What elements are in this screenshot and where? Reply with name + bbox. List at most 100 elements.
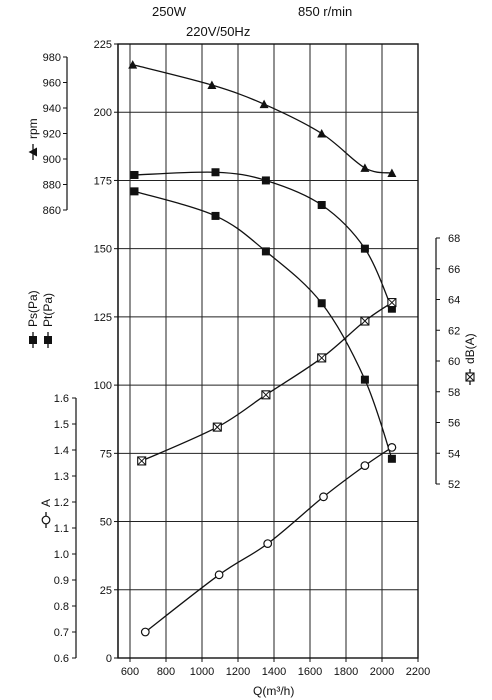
current-axis-label: A — [39, 499, 53, 528]
rpm-tick-label: 900 — [43, 154, 61, 166]
speed-label: 850 r/min — [298, 4, 352, 19]
rpm-tick-label: 980 — [43, 52, 61, 64]
current-points — [140, 443, 397, 637]
chart-header: 250W 220V/50Hz 850 r/min — [152, 4, 352, 39]
boxed-x-marker — [360, 316, 370, 326]
circle-marker — [387, 443, 397, 452]
markers — [128, 60, 397, 637]
noise-tick-label: 54 — [448, 448, 460, 460]
circle-marker — [263, 539, 273, 548]
noise-tick-label: 62 — [448, 325, 460, 337]
ps-axis-label: Ps(Pa) — [26, 290, 40, 348]
current-axis: 0.6 0.7 0.8 0.9 1.0 1.1 1.2 1.3 1.4 1.5 1.6 — [54, 393, 77, 665]
ps-points — [130, 187, 396, 463]
x-tick-label: 1200 — [226, 666, 250, 678]
triangle-marker — [259, 99, 269, 109]
rpm-points — [128, 60, 397, 178]
x-axis: 600 800 1000 1200 1400 1600 1800 2000 2200 — [121, 658, 430, 678]
square-marker — [387, 454, 396, 463]
boxed-x-marker — [465, 372, 475, 382]
pt-points — [130, 168, 396, 313]
triangle-marker — [360, 163, 370, 172]
boxed-x-cross — [360, 316, 370, 326]
pressure-tick-label: 50 — [100, 517, 112, 529]
rpm-tick-label: 940 — [43, 103, 61, 115]
pressure-axis: 0 25 50 75 100 125 150 175 200 225 — [94, 39, 119, 665]
triangle-marker — [207, 80, 217, 90]
pressure-tick-label: 25 — [100, 585, 112, 597]
triangle-marker — [317, 129, 327, 138]
grid — [118, 44, 418, 658]
triangle-marker — [128, 60, 138, 69]
x-axis-label: Q(m³/h) — [253, 684, 294, 698]
pressure-tick-label: 150 — [94, 244, 112, 256]
power-label: 250W — [152, 4, 187, 19]
pressure-tick-label: 75 — [100, 448, 112, 460]
rpm-axis-label: rpm — [26, 118, 40, 160]
legend-text: dB(A) — [463, 333, 477, 364]
plot-frame — [117, 43, 419, 659]
circle-marker — [360, 461, 370, 471]
x-tick-label: 2000 — [370, 666, 394, 678]
square-marker — [261, 176, 270, 185]
boxed-x-marker — [137, 456, 147, 466]
current-tick-label: 1.1 — [54, 523, 69, 535]
voltage-label: 220V/50Hz — [186, 24, 250, 39]
legend-text: Ps(Pa) — [26, 290, 40, 327]
noise-axis-label: dB(A) — [463, 333, 477, 385]
boxed-x-marker — [317, 353, 327, 363]
pressure-tick-label: 175 — [94, 175, 112, 187]
boxed-x-marker — [212, 422, 222, 432]
triangle-marker — [28, 147, 37, 157]
current-tick-label: 0.6 — [54, 653, 69, 665]
legend-text: A — [39, 499, 53, 507]
pressure-tick-label: 125 — [94, 312, 112, 324]
x-tick-label: 1800 — [334, 666, 358, 678]
pressure-tick-label: 200 — [94, 107, 112, 119]
x-tick-label: 1600 — [298, 666, 322, 678]
noise-tick-label: 52 — [448, 479, 460, 491]
x-tick-label: 1000 — [190, 666, 214, 678]
square-marker — [360, 375, 369, 384]
pt-axis-label: Pt(Pa) — [41, 293, 55, 348]
ps-curve — [134, 190, 393, 460]
square-marker — [360, 244, 369, 253]
current-tick-label: 1.6 — [54, 393, 69, 405]
circle-marker — [41, 515, 51, 525]
rpm-tick-label: 880 — [43, 180, 61, 192]
current-tick-label: 1.4 — [54, 445, 69, 457]
square-marker — [261, 247, 270, 256]
current-tick-label: 0.9 — [54, 575, 69, 587]
current-tick-label: 0.7 — [54, 627, 69, 639]
square-marker — [317, 299, 326, 308]
pressure-tick-label: 225 — [94, 39, 112, 51]
square-marker — [211, 211, 220, 220]
x-tick-label: 1400 — [262, 666, 286, 678]
rpm-curve — [132, 64, 393, 174]
square-marker — [317, 201, 326, 210]
noise-tick-label: 60 — [448, 356, 460, 368]
square-marker — [130, 170, 139, 179]
pt-curve — [134, 171, 393, 309]
square-marker — [130, 187, 139, 196]
legend-text: rpm — [26, 118, 40, 139]
noise-tick-label: 66 — [448, 264, 460, 276]
circle-marker — [214, 570, 224, 580]
square-marker — [44, 336, 52, 344]
rpm-tick-label: 860 — [43, 205, 61, 217]
x-tick-label: 2200 — [406, 666, 430, 678]
curves — [132, 64, 393, 633]
noise-tick-label: 64 — [448, 295, 460, 307]
noise-tick-label: 58 — [448, 387, 460, 399]
legend-text: Pt(Pa) — [41, 293, 55, 327]
boxed-x-cross — [137, 456, 147, 466]
square-marker — [211, 168, 220, 177]
noise-axis: 52 54 56 58 60 62 64 66 68 — [435, 233, 460, 491]
db-curve — [141, 302, 393, 462]
x-tick-label: 800 — [157, 666, 175, 678]
current-tick-label: 1.5 — [54, 419, 69, 431]
triangle-marker — [387, 168, 397, 178]
pressure-tick-label: 100 — [94, 380, 112, 392]
noise-tick-label: 56 — [448, 418, 460, 430]
